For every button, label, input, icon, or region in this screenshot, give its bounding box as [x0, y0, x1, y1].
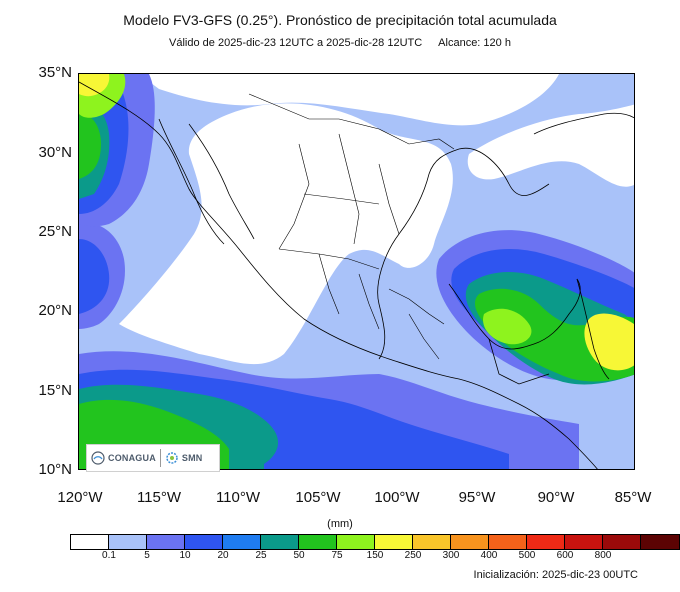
lon-label-90: 90°W — [537, 489, 575, 506]
precip-50mm-nw — [79, 113, 101, 179]
forecast-range: Alcance: 120 h — [438, 37, 511, 49]
colorbar-tick-label: 500 — [518, 550, 536, 561]
smn-emblem-icon — [166, 452, 178, 464]
colorbar-tick-label: 250 — [404, 550, 422, 561]
state-borders — [248, 93, 455, 360]
precip-20mm-west — [79, 239, 110, 314]
agency-logos: CONAGUA SMN — [86, 444, 220, 472]
colorbar-swatch — [223, 535, 261, 549]
colorbar-tick-label: 10 — [179, 550, 191, 561]
colorbar-tick-label: 75 — [331, 550, 343, 561]
colorbar-swatch — [375, 535, 413, 549]
precipitation-field — [79, 74, 634, 469]
lat-label-15: 15°N — [38, 382, 72, 399]
colorbar-swatch — [451, 535, 489, 549]
dry-area-mexico — [119, 103, 453, 365]
lon-label-120: 120°W — [57, 489, 103, 506]
lon-label-115: 115°W — [136, 489, 182, 506]
colorbar-tick-label: 25 — [255, 550, 267, 561]
conagua-text: CONAGUA — [108, 453, 156, 463]
colorbar-tick-label: 300 — [442, 550, 460, 561]
colorbar-tick-label: 800 — [594, 550, 612, 561]
colorbar-tick-label: 5 — [144, 550, 150, 561]
colorbar-swatch — [71, 535, 109, 549]
initialization-time: Inicialización: 2025-dic-23 00UTC — [473, 569, 638, 581]
valid-period: Válido de 2025-dic-23 12UTC a 2025-dic-2… — [169, 37, 423, 49]
colorbar-swatch — [147, 535, 185, 549]
precip-75mm-gulf — [483, 308, 532, 345]
conagua-logo: CONAGUA — [87, 445, 160, 471]
smn-text: SMN — [181, 453, 203, 463]
colorbar-swatch — [261, 535, 299, 549]
map-subtitle: Válido de 2025-dic-23 12UTC a 2025-dic-2… — [0, 37, 680, 49]
colorbar — [70, 534, 680, 550]
conagua-emblem-icon — [91, 451, 105, 465]
colorbar-tick-label: 20 — [217, 550, 229, 561]
coastline — [79, 81, 634, 469]
lon-label-85: 85°W — [614, 489, 652, 506]
colorbar-tick-label: 0.1 — [102, 550, 116, 561]
lat-label-10: 10°N — [38, 461, 72, 478]
lat-label-35: 35°N — [38, 64, 72, 81]
colorbar-swatch — [527, 535, 565, 549]
colorbar-swatch — [109, 535, 147, 549]
colorbar-tick-label: 50 — [293, 550, 305, 561]
smn-logo: SMN — [161, 445, 207, 471]
lat-label-20: 20°N — [38, 302, 72, 319]
colorbar-swatch — [413, 535, 451, 549]
colorbar-swatch — [489, 535, 527, 549]
lon-label-100: 100°W — [374, 489, 420, 506]
lat-label-25: 25°N — [38, 223, 72, 240]
map-title: Modelo FV3-GFS (0.25°). Pronóstico de pr… — [123, 12, 557, 28]
colorbar-units: (mm) — [327, 518, 353, 530]
colorbar-swatch — [185, 535, 223, 549]
dry-area-north — [139, 74, 559, 126]
colorbar-swatch — [299, 535, 337, 549]
colorbar-tick-label: 400 — [480, 550, 498, 561]
colorbar-swatch — [565, 535, 603, 549]
precip-150mm-nw — [79, 74, 110, 97]
colorbar-tick-label: 150 — [366, 550, 384, 561]
colorbar-swatch — [603, 535, 641, 549]
logo-divider — [159, 449, 161, 467]
colorbar-tick-label: 600 — [556, 550, 574, 561]
lon-label-95: 95°W — [458, 489, 496, 506]
lat-label-30: 30°N — [38, 144, 72, 161]
colorbar-swatch — [337, 535, 375, 549]
lon-label-105: 105°W — [295, 489, 341, 506]
lon-label-110: 110°W — [215, 489, 261, 506]
precipitation-map — [78, 73, 635, 470]
dry-area-east — [467, 104, 634, 187]
colorbar-swatch — [641, 535, 679, 549]
